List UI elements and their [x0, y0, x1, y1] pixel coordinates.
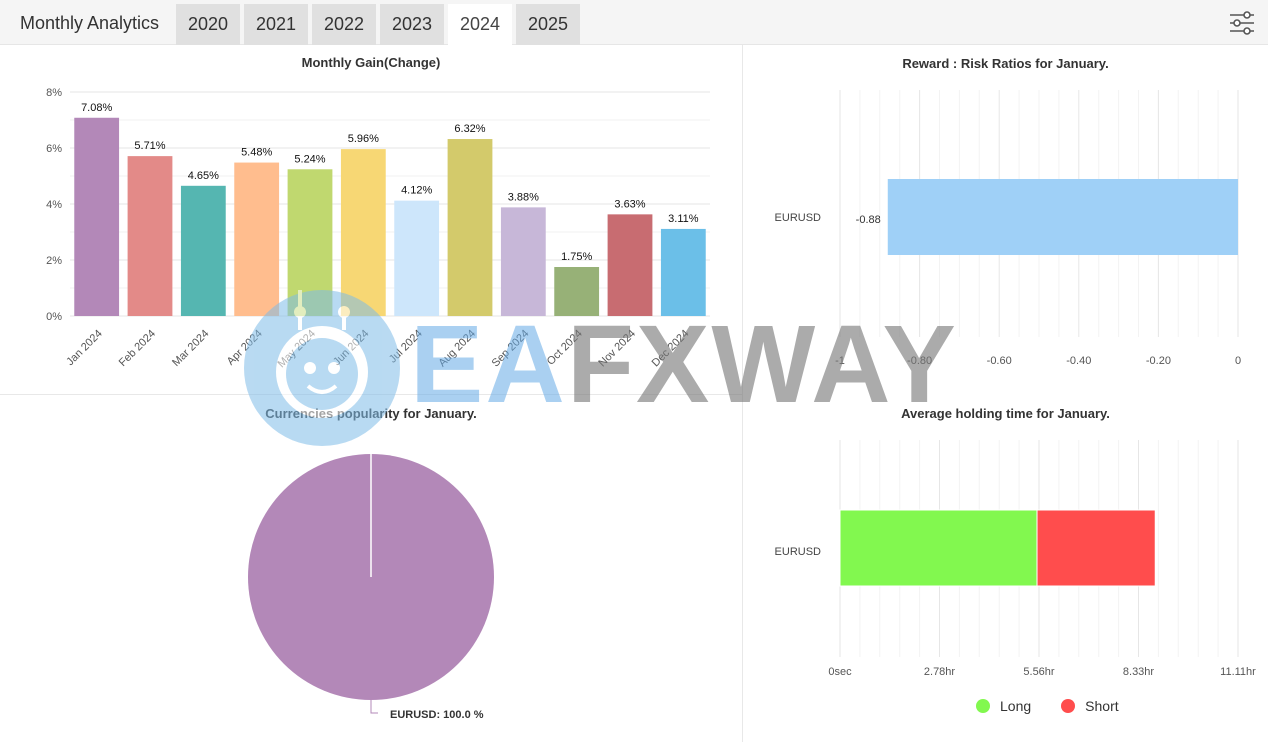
gain-bar[interactable] — [394, 200, 440, 316]
analytics-header: Monthly Analytics 2020 2021 2022 2023 20… — [0, 0, 1268, 45]
gain-bar[interactable] — [127, 156, 173, 316]
holding-time-bar-long[interactable] — [839, 509, 1038, 587]
page-title: Monthly Analytics — [20, 13, 160, 33]
gain-data-label: 5.96% — [348, 133, 379, 145]
gain-x-tick-label: Jun 2024 — [331, 328, 371, 368]
holding-time-panel: Average holding time for January. 0sec 2.… — [743, 395, 1268, 742]
holding-time-x-tick-label: 11.11hr — [1220, 666, 1256, 678]
tab-2021[interactable]: 2021 — [244, 4, 308, 45]
gain-y-tick-label: 8% — [46, 87, 62, 99]
reward-risk-title: Reward : Risk Ratios for January. — [902, 56, 1109, 71]
gain-data-label: 4.65% — [188, 170, 219, 182]
tab-2022[interactable]: 2022 — [312, 4, 376, 45]
gain-y-tick-label: 0% — [46, 311, 62, 323]
monthly-gain-panel: Monthly Gain(Change) 8% 6% 4% 2% 0% 7.08% 5.7… — [0, 45, 742, 394]
gain-bar[interactable] — [74, 117, 120, 316]
gain-y-tick-label: 6% — [46, 143, 62, 155]
tab-2023[interactable]: 2023 — [380, 4, 444, 45]
holding-time-chart: 0sec 2.78hr 5.56hr 8.33hr 11.11hr EURUSD — [775, 440, 1256, 678]
gain-bar[interactable] — [180, 185, 226, 316]
holding-time-bar-short[interactable] — [1036, 509, 1156, 587]
year-tabs: 2020 2021 2022 2023 2024 2025 — [176, 4, 580, 45]
gain-x-tick-label: Dec 2024 — [650, 328, 692, 370]
reward-risk-bar[interactable] — [887, 179, 1238, 255]
gain-data-label: 5.71% — [134, 140, 165, 152]
gain-bar[interactable] — [500, 207, 546, 316]
gain-data-label: 5.48% — [241, 147, 272, 159]
gain-y-tick-label: 4% — [46, 199, 62, 211]
holding-time-x-tick-label: 2.78hr — [924, 666, 956, 678]
holding-time-legend: Long Short — [976, 698, 1119, 714]
reward-risk-category-label: EURUSD — [775, 212, 822, 224]
currencies-pie-chart: EURUSD: 100.0 % — [248, 454, 494, 721]
gain-data-label: 6.32% — [454, 123, 485, 135]
gain-x-tick-label: Sep 2024 — [490, 328, 532, 370]
gain-data-label: 3.11% — [668, 213, 699, 225]
gain-x-tick-label: Oct 2024 — [545, 328, 585, 368]
legend-item-short[interactable]: Short — [1061, 698, 1119, 714]
reward-risk-panel: Reward : Risk Ratios for January. -1 -0.8… — [743, 45, 1268, 394]
legend-dot-short — [1061, 699, 1076, 713]
gain-y-tick-label: 2% — [46, 255, 62, 267]
pie-data-label: EURUSD: 100.0 % — [390, 709, 484, 721]
gain-x-tick-label: Nov 2024 — [596, 328, 638, 370]
tab-2025[interactable]: 2025 — [516, 4, 580, 45]
gain-data-label: 7.08% — [81, 102, 112, 114]
monthly-gain-title: Monthly Gain(Change) — [301, 55, 441, 70]
reward-risk-x-tick-label: -1 — [835, 355, 845, 367]
reward-risk-x-tick-label: 0 — [1235, 355, 1241, 367]
legend-label-short: Short — [1085, 698, 1119, 714]
reward-risk-chart: -1 -0.80 -0.60 -0.40 -0.20 0 EURUSD -0.88 — [775, 90, 1241, 367]
tab-2020[interactable]: 2020 — [176, 4, 240, 45]
gain-bar[interactable] — [554, 267, 600, 316]
sliders-icon — [1230, 11, 1254, 35]
reward-risk-value-label: -0.88 — [856, 214, 881, 226]
filter-settings-button[interactable] — [1228, 10, 1256, 36]
holding-time-title: Average holding time for January. — [901, 406, 1110, 421]
reward-risk-x-tick-label: -0.40 — [1066, 355, 1091, 367]
monthly-gain-chart: 8% 6% 4% 2% 0% 7.08% 5.71% 4.65% 5.48% 5.24% 5.96… — [46, 87, 710, 371]
legend-dot-long — [976, 699, 990, 713]
gain-x-tick-label: Feb 2024 — [117, 328, 158, 369]
gain-x-tick-label: Jul 2024 — [387, 328, 425, 366]
currencies-panel: Currencies popularity for January. EURUS… — [0, 395, 742, 742]
gain-data-label: 4.12% — [401, 185, 432, 197]
legend-label-long: Long — [1000, 698, 1032, 714]
gain-data-label: 5.24% — [294, 153, 325, 165]
gain-x-tick-label: May 2024 — [275, 328, 318, 371]
gain-bar[interactable] — [607, 214, 653, 316]
gain-x-tick-label: Mar 2024 — [170, 328, 211, 369]
holding-time-x-tick-label: 0sec — [828, 666, 852, 678]
reward-risk-x-tick-label: -0.60 — [987, 355, 1012, 367]
gain-data-label: 3.63% — [614, 198, 645, 210]
gain-bar[interactable] — [340, 149, 386, 316]
gain-data-label: 3.88% — [508, 191, 539, 203]
gain-bar[interactable] — [447, 139, 493, 316]
gain-bar[interactable] — [287, 169, 333, 316]
holding-time-x-tick-label: 8.33hr — [1123, 666, 1155, 678]
gain-data-label: 1.75% — [561, 251, 592, 263]
vertical-divider — [742, 45, 743, 742]
reward-risk-x-tick-label: -0.20 — [1146, 355, 1171, 367]
gain-x-tick-label: Jan 2024 — [64, 328, 104, 368]
gain-bar[interactable] — [234, 162, 280, 316]
gain-bar[interactable] — [660, 228, 706, 316]
reward-risk-x-tick-label: -0.80 — [907, 355, 932, 367]
holding-time-category-label: EURUSD — [775, 546, 822, 558]
gain-x-tick-label: Aug 2024 — [436, 328, 478, 370]
holding-time-x-tick-label: 5.56hr — [1023, 666, 1055, 678]
tab-2024[interactable]: 2024 — [448, 4, 512, 45]
gain-x-tick-label: Apr 2024 — [225, 328, 265, 368]
pie-label-connector — [370, 700, 378, 714]
legend-item-long[interactable]: Long — [976, 698, 1031, 714]
